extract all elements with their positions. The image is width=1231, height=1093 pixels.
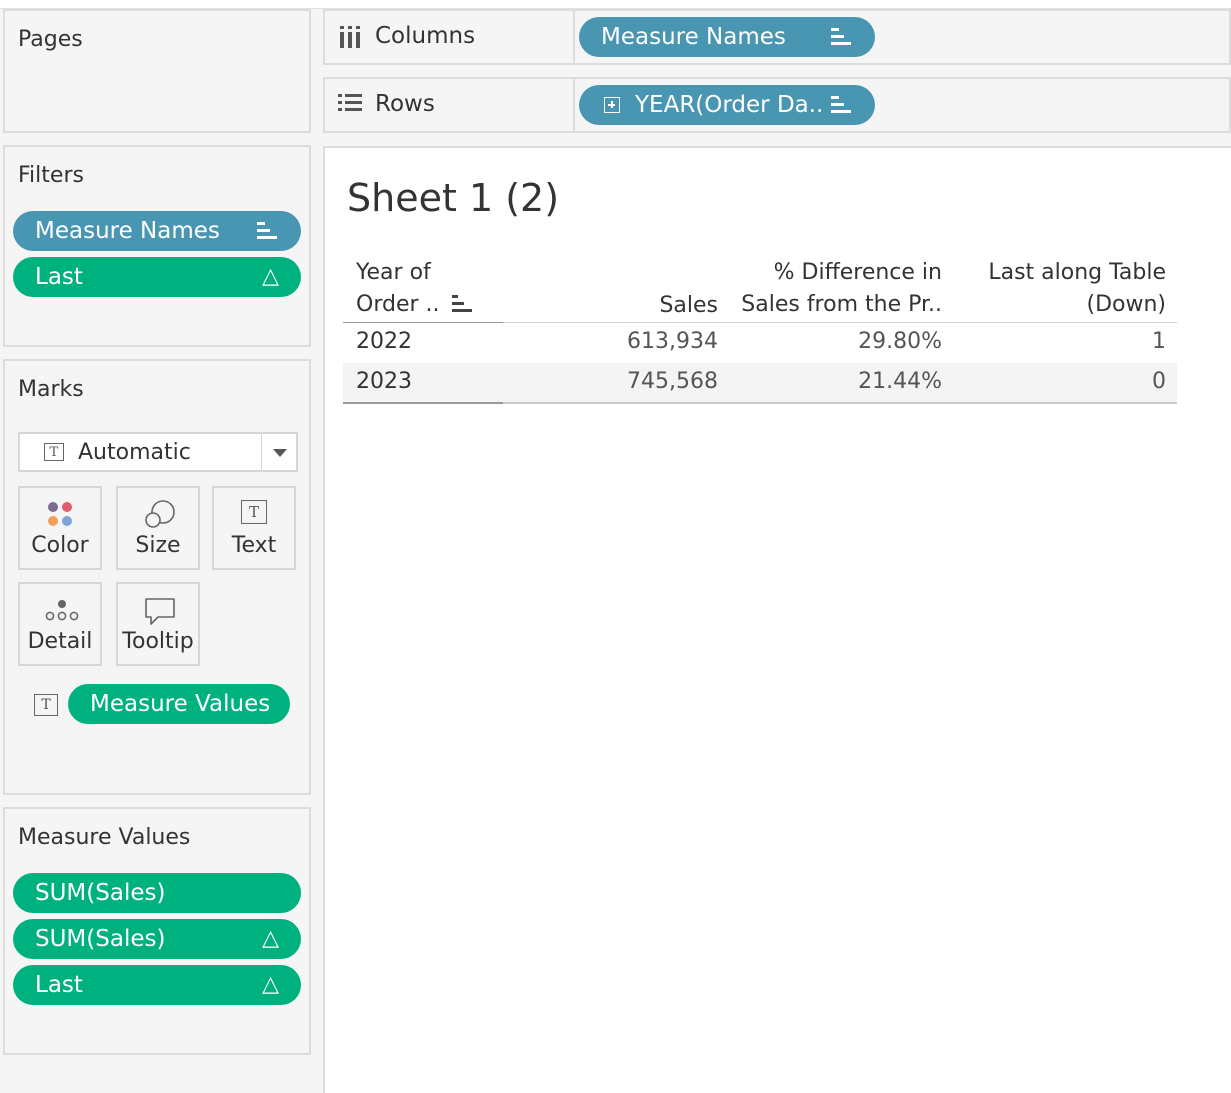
filter-pill-label: Measure Names bbox=[35, 218, 220, 244]
measure-pill-label: Last bbox=[35, 972, 83, 998]
filters-panel: Filters Measure Names Last △ bbox=[3, 145, 311, 347]
marks-pill-measure-values[interactable]: Measure Values bbox=[68, 684, 290, 724]
top-strip bbox=[0, 0, 1231, 9]
tooltip-button[interactable]: Tooltip bbox=[116, 582, 200, 666]
header-divider bbox=[343, 322, 1177, 323]
dropdown-divider bbox=[261, 434, 262, 470]
header-year-line2[interactable]: Order .. bbox=[356, 292, 440, 317]
size-label: Size bbox=[135, 533, 181, 558]
rows-pill-label: YEAR(Order Da.. bbox=[635, 92, 824, 118]
pages-panel: Pages bbox=[3, 9, 311, 133]
delta-icon: △ bbox=[262, 972, 279, 997]
text-label: Text bbox=[231, 533, 277, 558]
row-year[interactable]: 2022 bbox=[356, 329, 412, 354]
header-last-line1: Last along Table bbox=[988, 260, 1166, 285]
color-icon bbox=[20, 500, 100, 530]
color-button[interactable]: Color bbox=[18, 486, 102, 570]
measure-pill-sum-sales-calc[interactable]: SUM(Sales) △ bbox=[13, 919, 301, 959]
row-last: 0 bbox=[1152, 369, 1166, 394]
columns-label: Columns bbox=[375, 23, 476, 49]
header-diff-line1: % Difference in bbox=[773, 260, 942, 285]
columns-label-area: Columns bbox=[325, 11, 575, 63]
sort-icon bbox=[831, 96, 851, 114]
marks-panel: Marks T Automatic Color Size T Text Deta… bbox=[3, 359, 311, 795]
detail-label: Detail bbox=[27, 629, 93, 654]
color-label: Color bbox=[31, 533, 89, 558]
sheet-title: Sheet 1 (2) bbox=[347, 176, 560, 220]
columns-shelf[interactable]: Columns Measure Names bbox=[323, 9, 1231, 65]
rows-label: Rows bbox=[375, 91, 435, 117]
table-bottom-divider bbox=[343, 402, 1177, 404]
mark-type-dropdown[interactable]: T Automatic bbox=[18, 432, 298, 472]
header-sales: Sales bbox=[659, 293, 718, 318]
measure-pill-last[interactable]: Last △ bbox=[13, 965, 301, 1005]
row-year[interactable]: 2023 bbox=[356, 369, 412, 394]
measure-values-panel: Measure Values SUM(Sales) SUM(Sales) △ L… bbox=[3, 807, 311, 1055]
detail-icon bbox=[20, 596, 100, 626]
row-diff: 21.44% bbox=[858, 369, 942, 394]
row-sales: 745,568 bbox=[627, 369, 718, 394]
rows-label-area: Rows bbox=[325, 79, 575, 131]
text-button[interactable]: T Text bbox=[212, 486, 296, 570]
sort-icon bbox=[831, 28, 851, 46]
tooltip-icon bbox=[118, 596, 198, 626]
sort-icon bbox=[257, 222, 277, 240]
row-header-divider bbox=[343, 322, 503, 323]
filters-title: Filters bbox=[18, 163, 84, 188]
columns-icon bbox=[340, 26, 360, 48]
measure-pill-label: SUM(Sales) bbox=[35, 926, 166, 952]
row-sales: 613,934 bbox=[627, 329, 718, 354]
row-last: 1 bbox=[1152, 329, 1166, 354]
header-diff-line2: Sales from the Pr.. bbox=[741, 292, 942, 317]
header-last-line2: (Down) bbox=[1086, 292, 1166, 317]
view-canvas: Sheet 1 (2) Year of Order .. Sales % Dif… bbox=[323, 146, 1231, 1093]
delta-icon: △ bbox=[262, 264, 279, 289]
chevron-down-icon bbox=[273, 449, 287, 457]
pages-title: Pages bbox=[18, 27, 83, 52]
filter-pill-measure-names[interactable]: Measure Names bbox=[13, 211, 301, 251]
filter-pill-last[interactable]: Last △ bbox=[13, 257, 301, 297]
detail-button[interactable]: Detail bbox=[18, 582, 102, 666]
rows-icon bbox=[338, 94, 362, 114]
text-icon: T bbox=[241, 500, 267, 524]
columns-pill-measure-names[interactable]: Measure Names bbox=[579, 17, 875, 57]
mark-type-label: Automatic bbox=[78, 440, 191, 465]
size-button[interactable]: Size bbox=[116, 486, 200, 570]
table-row bbox=[343, 363, 1177, 403]
sort-icon[interactable] bbox=[452, 295, 472, 313]
row-header-bottom bbox=[343, 402, 503, 404]
delta-icon: △ bbox=[262, 926, 279, 951]
size-icon bbox=[118, 500, 198, 530]
text-mark-icon: T bbox=[44, 443, 64, 461]
marks-title: Marks bbox=[18, 377, 84, 402]
plus-box-icon bbox=[604, 97, 620, 113]
marks-pill-label: Measure Values bbox=[90, 691, 271, 717]
table-row bbox=[343, 323, 1177, 363]
measure-values-title: Measure Values bbox=[18, 825, 191, 850]
row-diff: 29.80% bbox=[858, 329, 942, 354]
measure-pill-label: SUM(Sales) bbox=[35, 880, 166, 906]
rows-pill-year-order-date[interactable]: YEAR(Order Da.. bbox=[579, 85, 875, 125]
tooltip-label: Tooltip bbox=[122, 629, 194, 654]
text-encoding-icon: T bbox=[34, 694, 58, 716]
rows-shelf[interactable]: Rows YEAR(Order Da.. bbox=[323, 77, 1231, 133]
header-year-line1: Year of bbox=[356, 260, 431, 285]
columns-pill-label: Measure Names bbox=[601, 24, 786, 50]
measure-pill-sum-sales[interactable]: SUM(Sales) bbox=[13, 873, 301, 913]
filter-pill-label: Last bbox=[35, 264, 83, 290]
